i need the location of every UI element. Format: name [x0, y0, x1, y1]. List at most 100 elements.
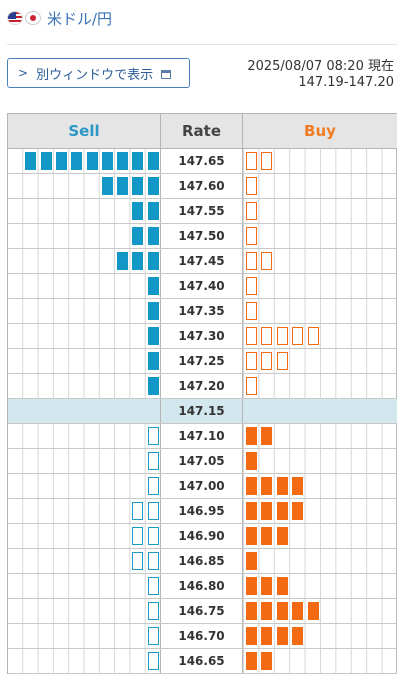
order-book-row: 146.95: [8, 499, 397, 524]
buy-volume-cell: [243, 424, 397, 448]
buy-volume-block: [246, 652, 257, 670]
rate-cell: 146.75: [161, 599, 243, 623]
sell-volume-block: [132, 527, 144, 545]
buy-volume-cell: [243, 499, 397, 523]
buy-volume-block: [261, 152, 273, 170]
buy-volume-block: [246, 627, 257, 645]
rate-cell: 147.55: [161, 199, 243, 223]
sell-volume-block: [147, 502, 159, 520]
rate-cell: 147.25: [161, 349, 243, 373]
order-book-row: 147.25: [8, 349, 397, 374]
sell-volume-block: [147, 577, 159, 595]
rate-cell: 147.30: [161, 324, 243, 348]
sell-volume-block: [101, 152, 113, 170]
buy-volume-cell: [243, 374, 397, 398]
buy-volume-block: [292, 602, 304, 620]
order-book-row: 147.05: [8, 449, 397, 474]
buy-volume-block: [246, 602, 257, 620]
currency-flags: [7, 9, 41, 27]
rate-column-header: Rate: [161, 114, 243, 149]
open-new-window-label: 別ウィンドウで表示: [36, 67, 154, 83]
order-book-row: 147.50: [8, 224, 397, 249]
rate-cell: 147.15: [161, 399, 243, 423]
buy-volume-block: [292, 502, 304, 520]
sell-volume-block: [147, 552, 159, 570]
order-book-row: 146.80: [8, 574, 397, 599]
sell-volume-cell: [8, 449, 161, 473]
sell-volume-block: [117, 252, 129, 270]
rate-cell: 147.65: [161, 149, 243, 173]
buy-volume-block: [261, 327, 273, 345]
sell-volume-cell: [8, 399, 161, 423]
buy-volume-block: [276, 627, 288, 645]
quote-timestamp: 2025/08/07 08:20 現在: [247, 59, 394, 74]
sell-volume-block: [117, 177, 129, 195]
sell-volume-block: [147, 377, 159, 395]
sell-volume-block: [147, 177, 159, 195]
buy-volume-cell: [243, 624, 397, 648]
buy-volume-block: [246, 502, 257, 520]
buy-volume-block: [276, 602, 288, 620]
sell-volume-block: [132, 177, 144, 195]
sell-volume-block: [147, 227, 159, 245]
sell-volume-block: [147, 477, 159, 495]
order-book-row: 147.20: [8, 374, 397, 399]
rate-cell: 147.60: [161, 174, 243, 198]
sell-volume-cell: [8, 224, 161, 248]
order-book-row: 146.65: [8, 649, 397, 674]
sell-volume-cell: [8, 524, 161, 548]
rate-cell: 146.90: [161, 524, 243, 548]
buy-volume-block: [276, 577, 288, 595]
sell-volume-block: [71, 152, 83, 170]
sell-volume-block: [40, 152, 52, 170]
header: 米ドル/円: [0, 0, 403, 36]
sell-volume-block: [147, 202, 159, 220]
buy-volume-block: [307, 327, 319, 345]
buy-volume-block: [292, 627, 304, 645]
buy-volume-block: [246, 577, 257, 595]
sell-volume-cell: [8, 149, 161, 173]
rate-cell: 146.80: [161, 574, 243, 598]
sell-volume-block: [147, 327, 159, 345]
buy-volume-cell: [243, 649, 397, 673]
sell-volume-cell: [8, 199, 161, 223]
buy-volume-cell: [243, 324, 397, 348]
buy-volume-block: [246, 252, 257, 270]
rate-cell: 147.35: [161, 299, 243, 323]
buy-volume-block: [261, 602, 273, 620]
buy-volume-block: [246, 427, 257, 445]
buy-volume-block: [261, 427, 273, 445]
sell-volume-cell: [8, 174, 161, 198]
quote-bid-ask: 147.19-147.20: [298, 75, 394, 90]
sell-volume-block: [132, 227, 144, 245]
order-book-row: 147.65: [8, 149, 397, 174]
header-divider: [7, 44, 397, 45]
order-book-row: 147.40: [8, 274, 397, 299]
buy-volume-block: [246, 177, 257, 195]
buy-volume-block: [307, 602, 319, 620]
sell-volume-cell: [8, 499, 161, 523]
us-flag-icon: [7, 11, 23, 25]
sell-volume-block: [147, 252, 159, 270]
buy-volume-cell: [243, 349, 397, 373]
current-rate-row: 147.15: [8, 399, 397, 424]
buy-volume-cell: [243, 474, 397, 498]
open-new-window-button[interactable]: > 別ウィンドウで表示: [7, 58, 190, 88]
sell-volume-cell: [8, 624, 161, 648]
order-book-row: 146.75: [8, 599, 397, 624]
buy-volume-cell: [243, 599, 397, 623]
rate-cell: 147.20: [161, 374, 243, 398]
buy-volume-block: [246, 227, 257, 245]
order-book-row: 147.00: [8, 474, 397, 499]
buy-volume-block: [246, 152, 257, 170]
sell-volume-block: [86, 152, 98, 170]
sell-volume-cell: [8, 474, 161, 498]
sell-volume-block: [147, 302, 159, 320]
buy-volume-cell: [243, 574, 397, 598]
sell-volume-block: [147, 452, 159, 470]
order-book-board: Sell Rate Buy 147.65 147.60 147.55 147.50 14…: [7, 113, 397, 674]
sell-volume-block: [132, 152, 144, 170]
sell-volume-block: [132, 552, 144, 570]
buy-volume-block: [276, 477, 288, 495]
buy-volume-block: [276, 502, 288, 520]
